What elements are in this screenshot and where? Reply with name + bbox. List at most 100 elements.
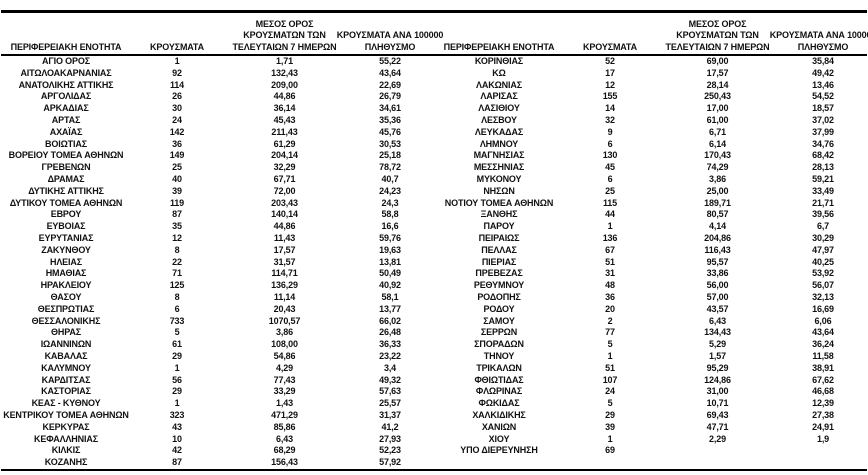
- header-region-right-label: ΠΕΡΙΦΕΡΕΙΑΚΗ ΕΝΟΤΗΤΑ: [443, 41, 555, 52]
- per100k-cell-left: 35,36: [379, 114, 401, 125]
- avg7-cell-right: 61,00: [706, 114, 729, 125]
- avg7-cell-left: 17,57: [273, 244, 296, 255]
- region-cell-right: ΛΗΜΝΟΥ: [479, 138, 519, 149]
- per100k-cell-right: 38,91: [812, 362, 834, 373]
- per100k-cell-left: 49,32: [379, 374, 401, 385]
- cases-cell-right: 17: [605, 67, 615, 78]
- cases-cell-right: [564, 457, 656, 469]
- table-row: ΕΥΡΥΤΑΝΙΑΣ 12 11,43 59,76 ΠΕΙΡΑΙΩΣ 136 2…: [1, 233, 867, 245]
- table-row: ΕΥΒΟΙΑΣ 35 44,86 16,6 ΠΑΡΟΥ 1 4,14 6,7: [1, 221, 867, 233]
- avg7-cell-right: 5,29: [709, 339, 726, 350]
- region-cell-left: ΗΜΑΘΙΑΣ: [45, 268, 87, 279]
- table-row: ΑΡΚΑΔΙΑΣ 30 36,14 34,61 ΛΑΣΙΘΙΟΥ 14 17,0…: [1, 103, 867, 115]
- table-row: ΗΡΑΚΛΕΙΟΥ 125 136,29 40,92 ΡΕΘΥΜΝΟΥ 48 5…: [1, 280, 867, 292]
- per100k-cell-right: 37,99: [812, 126, 834, 137]
- region-cell-right: ΛΑΣΙΘΙΟΥ: [478, 103, 520, 114]
- table-row: ΗΜΑΘΙΑΣ 71 114,71 50,49 ΠΡΕΒΕΖΑΣ 31 33,8…: [1, 268, 867, 280]
- region-cell-right: ΞΑΝΘΗΣ: [480, 209, 518, 220]
- avg7-cell-right: 4,14: [709, 221, 726, 232]
- cases-cell-right: 5: [607, 339, 613, 350]
- table-row: ΔΥΤΙΚΗΣ ΑΤΤΙΚΗΣ 39 72,00 24,23 ΝΗΣΩΝ 25 …: [1, 186, 867, 198]
- header-avg7-left: ΜΕΣΟΣ ΟΡΟΣ ΚΡΟΥΣΜΑΤΩΝ ΤΩΝ ΤΕΛΕΥΤΑΙΩΝ 7 Η…: [223, 13, 346, 54]
- per100k-cell-left: 19,63: [379, 244, 401, 255]
- avg7-cell-left: 44,86: [273, 221, 296, 232]
- header-region-left-label: ΠΕΡΙΦΕΡΕΙΑΚΗ ΕΝΟΤΗΤΑ: [10, 41, 122, 52]
- avg7-cell-left: 203,43: [271, 197, 298, 208]
- cases-cell-right: 39: [605, 421, 615, 432]
- region-cell-left: ΚΕΡΚΥΡΑΣ: [42, 421, 90, 432]
- cases-cell-left: 92: [172, 67, 182, 78]
- cases-cell-left: 24: [172, 114, 182, 125]
- avg7-cell-left: 11,43: [273, 232, 296, 243]
- per100k-cell-right: 36,24: [812, 339, 834, 350]
- table-row: ΓΡΕΒΕΝΩΝ 25 32,29 78,72 ΜΕΣΣΗΝΙΑΣ 45 74,…: [1, 162, 867, 174]
- header-avg7-right-line1: ΜΕΣΟΣ ΟΡΟΣ: [688, 19, 747, 30]
- per100k-cell-left: 41,2: [381, 421, 399, 432]
- per100k-cell-left: 40,92: [379, 280, 401, 291]
- cases-cell-right: 31: [605, 268, 615, 279]
- avg7-cell-right: 1,57: [709, 350, 726, 361]
- region-cell-left: ΕΥΡΥΤΑΝΙΑΣ: [38, 232, 94, 243]
- per100k-cell-left: 58,8: [381, 209, 399, 220]
- avg7-cell-right: 43,57: [706, 303, 729, 314]
- per100k-cell-left: 31,37: [379, 409, 401, 420]
- per100k-cell-left: 36,33: [379, 339, 401, 350]
- region-cell-left: ΚΟΖΑΝΗΣ: [44, 457, 88, 468]
- per100k-cell-left: 13,81: [379, 256, 401, 267]
- cases-cell-right: 155: [602, 91, 618, 102]
- per100k-cell-right: 12,39: [812, 398, 834, 409]
- cases-cell-left: 87: [172, 457, 182, 468]
- region-cell-left: ΘΗΡΑΣ: [51, 327, 81, 338]
- cases-cell-right: 29: [605, 409, 615, 420]
- cases-cell-right: 107: [602, 374, 618, 385]
- region-cell-right: ΠΡΕΒΕΖΑΣ: [475, 268, 523, 279]
- avg7-cell-left: 68,29: [273, 445, 296, 456]
- cases-cell-right: 14: [605, 103, 615, 114]
- region-cell-right: ΤΡΙΚΑΛΩΝ: [476, 362, 522, 373]
- avg7-cell-left: 72,00: [273, 185, 296, 196]
- avg7-cell-right: [656, 457, 779, 469]
- table-row: ΘΕΣΠΡΩΤΙΑΣ 6 20,43 13,77 ΡΟΔΟΥ 20 43,57 …: [1, 304, 867, 316]
- cases-cell-left: 61: [172, 339, 182, 350]
- per100k-cell-right: [779, 445, 867, 457]
- region-cell-left: ΑΡΤΑΣ: [51, 114, 81, 125]
- region-cell-right: ΣΠΟΡΑΔΩΝ: [474, 339, 524, 350]
- region-cell-right: ΦΩΚΙΔΑΣ: [478, 398, 520, 409]
- region-cell-right: ΝΟΤΙΟΥ ΤΟΜΕΑ ΑΘΗΝΩΝ: [444, 197, 554, 208]
- region-cell-left: ΚΕΝΤΡΙΚΟΥ ΤΟΜΕΑ ΑΘΗΝΩΝ: [3, 409, 129, 420]
- region-cell-left: ΗΛΕΙΑΣ: [49, 256, 82, 267]
- table-row: ΑΡΓΟΛΙΔΑΣ 26 44,86 26,79 ΛΑΡΙΣΑΣ 155 250…: [1, 91, 867, 103]
- cases-cell-left: 22: [172, 256, 182, 267]
- cases-cell-left: 5: [174, 327, 180, 338]
- header-region-left: ΠΕΡΙΦΕΡΕΙΑΚΗ ΕΝΟΤΗΤΑ: [1, 13, 131, 54]
- cases-cell-right: 48: [605, 280, 615, 291]
- per100k-cell-right: 32,13: [812, 291, 834, 302]
- per100k-cell-left: 24,23: [379, 185, 401, 196]
- per100k-cell-right: 24,91: [812, 421, 834, 432]
- avg7-cell-right: 69,43: [706, 409, 729, 420]
- per100k-cell-left: 57,63: [379, 386, 401, 397]
- region-cell-right: ΝΗΣΩΝ: [483, 185, 515, 196]
- region-cell-left: ΕΒΡΟΥ: [50, 209, 82, 220]
- table-row: ΘΗΡΑΣ 5 3,86 26,48 ΣΕΡΡΩΝ 77 134,43 43,6…: [1, 327, 867, 339]
- region-cell-right: ΡΕΘΥΜΝΟΥ: [473, 280, 525, 291]
- cases-cell-left: 10: [172, 433, 182, 444]
- per100k-cell-right: 33,49: [812, 185, 834, 196]
- per100k-cell-left: 55,22: [379, 56, 401, 66]
- avg7-cell-right: 189,71: [704, 197, 731, 208]
- avg7-cell-left: 132,43: [271, 67, 298, 78]
- per100k-cell-right: [779, 457, 867, 469]
- region-cell-right: ΜΑΓΝΗΣΙΑΣ: [473, 150, 525, 161]
- avg7-cell-left: 211,43: [271, 126, 298, 137]
- header-per100k-right: ΚΡΟΥΣΜΑΤΑ ΑΝΑ 100000 ΠΛΗΘΥΣΜΟ: [770, 13, 868, 54]
- table-row: ΚΕΝΤΡΙΚΟΥ ΤΟΜΕΑ ΑΘΗΝΩΝ 323 471,29 31,37 …: [1, 410, 867, 422]
- header-per100k-right-line2: ΠΛΗΘΥΣΜΟ: [797, 41, 849, 52]
- cases-cell-left: 8: [174, 291, 180, 302]
- cases-cell-right: 9: [607, 126, 613, 137]
- table-row: ΑΡΤΑΣ 24 45,43 35,36 ΛΕΣΒΟΥ 32 61,00 37,…: [1, 115, 867, 127]
- avg7-cell-left: 36,14: [273, 103, 296, 114]
- avg7-cell-right: 25,00: [706, 185, 729, 196]
- region-cell-right: ΤΗΝΟΥ: [483, 350, 515, 361]
- cases-cell-right: 24: [605, 386, 615, 397]
